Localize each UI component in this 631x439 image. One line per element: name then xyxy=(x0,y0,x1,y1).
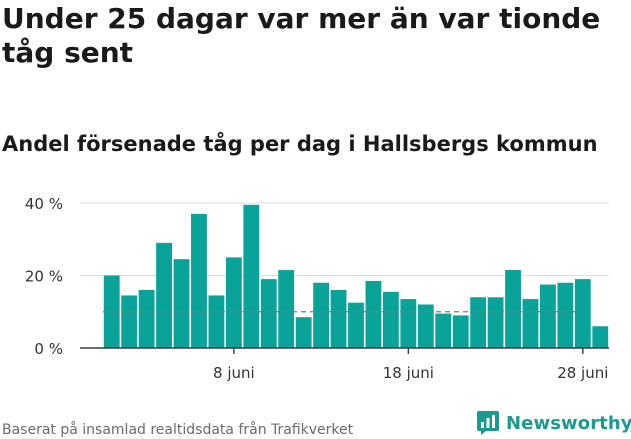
newsworthy-brand: Newsworthy xyxy=(476,409,631,437)
bar xyxy=(225,257,242,348)
bar xyxy=(382,291,399,348)
bar xyxy=(417,304,434,348)
bar xyxy=(156,242,172,348)
bar xyxy=(138,290,155,348)
bar xyxy=(295,317,312,348)
bar xyxy=(435,313,452,348)
bar xyxy=(592,326,609,348)
y-tick-label: 20 % xyxy=(25,268,63,286)
bar xyxy=(103,275,120,348)
y-axis-ticks: 0 % 20 % 40 % xyxy=(25,195,63,358)
bar xyxy=(557,282,574,348)
y-tick-label: 40 % xyxy=(25,195,63,213)
bars xyxy=(103,204,609,348)
bar xyxy=(400,299,417,348)
bar xyxy=(487,297,504,348)
bar-chart: 0 % 20 % 40 % 8 juni 18 juni 28 juni xyxy=(25,195,609,382)
x-tick-label: 28 juni xyxy=(557,364,608,382)
bar xyxy=(470,297,487,348)
bar xyxy=(574,279,591,348)
x-tick-label: 8 juni xyxy=(213,364,255,382)
bar xyxy=(260,279,277,348)
x-axis-ticks: 8 juni 18 juni 28 juni xyxy=(213,348,608,382)
brand-name: Newsworthy xyxy=(506,412,631,434)
chart-title: Under 25 dagar var mer än var tionde tåg… xyxy=(2,2,601,69)
bar xyxy=(313,282,330,348)
bar xyxy=(540,284,556,348)
source-note: Baserat på insamlad realtidsdata från Tr… xyxy=(2,422,354,438)
y-tick-label: 0 % xyxy=(34,340,63,358)
bar xyxy=(121,295,138,348)
bar xyxy=(243,204,260,348)
bar xyxy=(522,299,539,348)
bar xyxy=(191,213,207,348)
newsworthy-logo-icon xyxy=(477,411,499,435)
x-tick-label: 18 juni xyxy=(383,364,434,382)
chart-subtitle: Andel försenade tåg per dag i Hallsbergs… xyxy=(2,132,598,156)
bar xyxy=(505,270,521,348)
bar xyxy=(365,280,382,348)
bar xyxy=(330,290,347,348)
bar xyxy=(173,259,190,348)
bar xyxy=(348,302,364,348)
bar xyxy=(208,295,225,348)
bar xyxy=(278,270,295,348)
bar xyxy=(452,315,469,348)
